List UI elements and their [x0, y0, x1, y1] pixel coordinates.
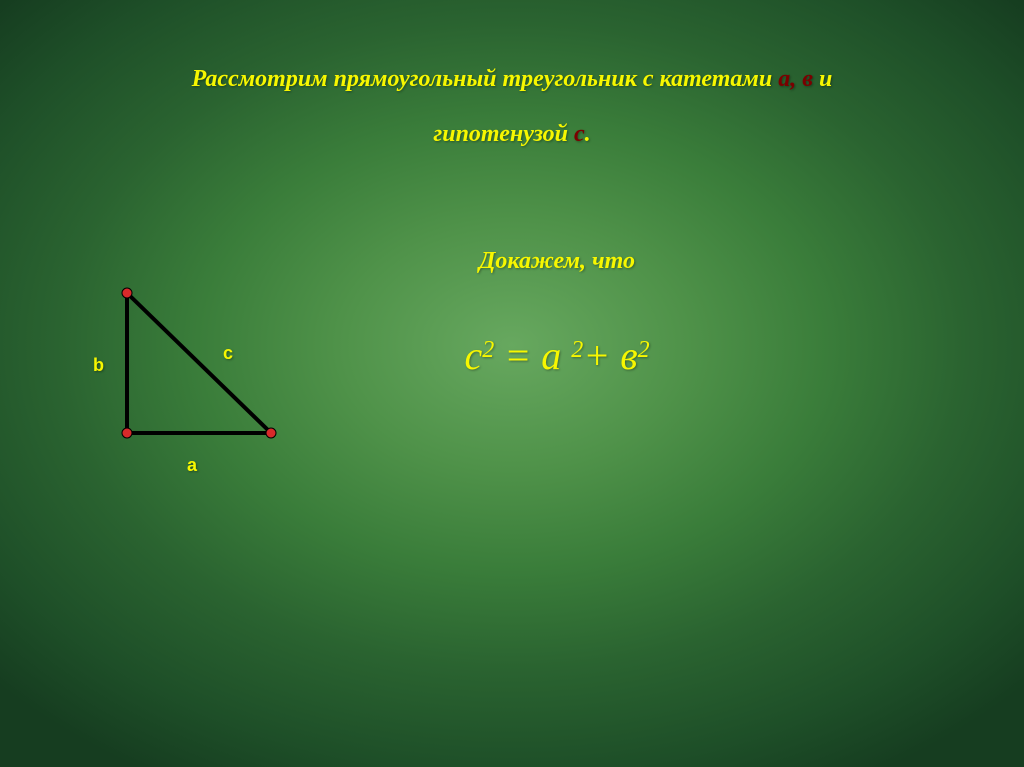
formula-sup3: 2	[638, 337, 650, 363]
formula-sup1: 2	[482, 337, 494, 363]
label-b: b	[93, 355, 104, 376]
title-line1-part1: Рассмотрим прямоугольный треугольник с к…	[192, 66, 779, 92]
formula-sup2: 2	[571, 337, 583, 363]
title-block: Рассмотрим прямоугольный треугольник с к…	[0, 52, 1024, 162]
title-line2-part2: .	[585, 121, 591, 147]
formula-plus: + в	[583, 333, 637, 378]
label-c: c	[223, 343, 233, 364]
formula-c: с	[464, 333, 482, 378]
title-line1-vars: а, в	[778, 66, 813, 92]
formula-eq: = а	[494, 333, 571, 378]
title-line2-var: с	[574, 121, 585, 147]
triangle-diagram: b c a	[75, 275, 305, 495]
title-line2-part1: гипотенузой	[433, 121, 574, 147]
slide: Рассмотрим прямоугольный треугольник с к…	[0, 0, 1024, 767]
label-a: a	[187, 455, 197, 476]
title-line1-part2: и	[813, 66, 832, 92]
prove-text: Докажем, что	[0, 248, 1024, 275]
